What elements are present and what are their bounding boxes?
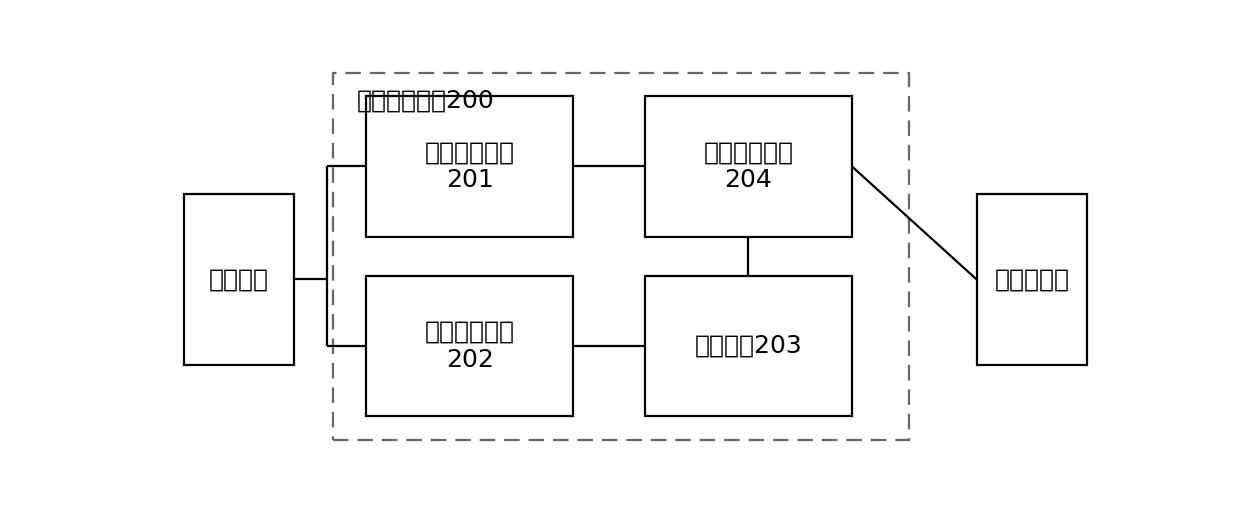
Bar: [645, 96, 852, 236]
Bar: [645, 276, 852, 416]
Text: 源数据库: 源数据库: [210, 268, 269, 292]
Bar: [184, 194, 294, 366]
Text: 数据抽取模块
201: 数据抽取模块 201: [425, 140, 515, 192]
Text: 数据同步装置200: 数据同步装置200: [357, 88, 495, 112]
Text: 日志分析模块
202: 日志分析模块 202: [425, 320, 515, 372]
Text: 数据收集模块
204: 数据收集模块 204: [703, 140, 794, 192]
Text: 目标数据库: 目标数据库: [994, 268, 1069, 292]
Bar: [367, 96, 573, 236]
Bar: [367, 276, 573, 416]
Bar: [332, 73, 909, 440]
Text: 缓存模块203: 缓存模块203: [694, 334, 802, 358]
Bar: [977, 194, 1087, 366]
